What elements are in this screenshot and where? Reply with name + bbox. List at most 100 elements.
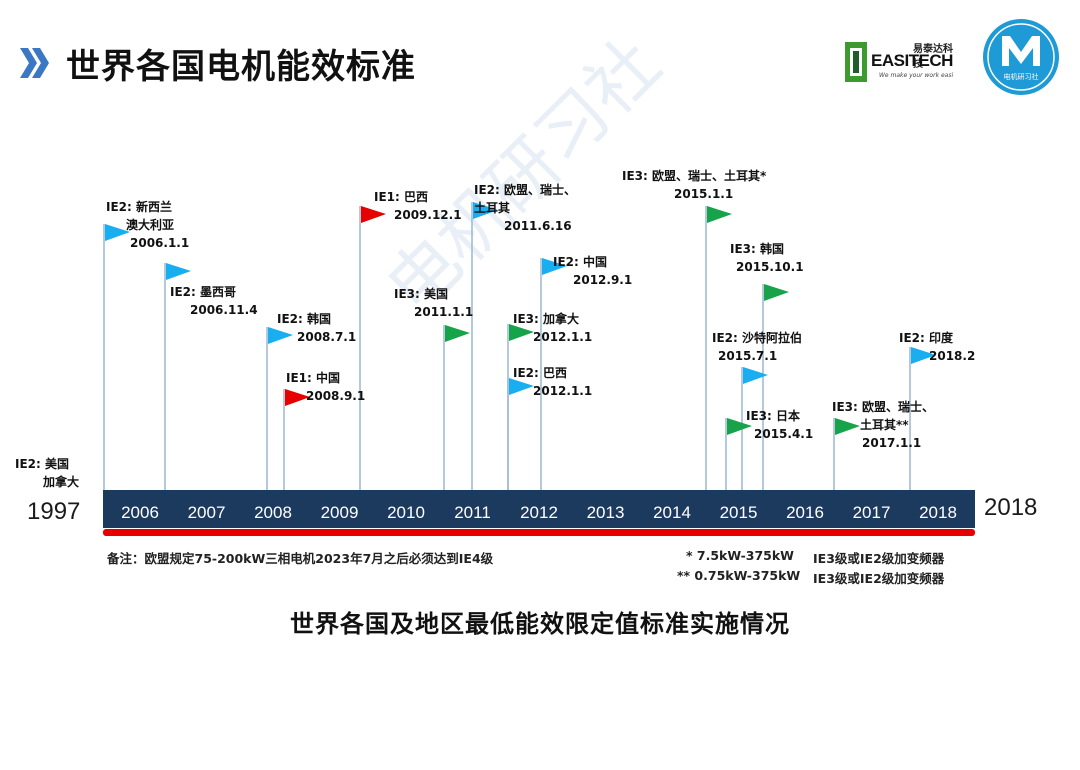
event-line: IE3: 欧盟、瑞士、 (832, 400, 934, 414)
flag-ie3-icon (764, 284, 789, 301)
event-label: IE2: 美国加拿大 (15, 455, 79, 491)
motor-club-logo-text: 电机研习社 (1003, 73, 1039, 81)
event-line: 2017.1.1 (862, 436, 922, 450)
event-line: 2015.1.1 (674, 187, 734, 201)
event-label: IE2: 巴西 2012.1.1 (513, 364, 592, 400)
event-line: IE2: 印度 (899, 331, 953, 345)
flag-ie1-icon (285, 389, 310, 406)
event-label: IE3: 加拿大 2012.1.1 (513, 310, 592, 346)
event-label: IE1: 巴西 2009.12.1 (374, 188, 462, 224)
caption: 世界各国及地区最低能效限定值标准实施情况 (290, 610, 790, 638)
event-label: IE3: 欧盟、瑞士、 土耳其** 2017.1.1 (832, 398, 934, 452)
flag-ie2-icon (743, 367, 768, 384)
event-line: 土耳其 (474, 201, 511, 215)
event-line: 2009.12.1 (394, 208, 462, 222)
event-label: IE3: 韩国 2015.10.1 (730, 240, 804, 276)
event-label: IE2: 中国 2012.9.1 (553, 253, 632, 289)
event-line: IE3: 加拿大 (513, 312, 579, 326)
year-label-2010: 2010 (387, 503, 425, 522)
easitech-mark-icon (845, 42, 867, 82)
page-title: 世界各国电机能效标准 (66, 46, 416, 87)
event-line: 土耳其** (860, 418, 909, 432)
flag-ie1-icon (361, 206, 386, 223)
year-label-2017: 2017 (853, 503, 891, 522)
event-line: 2006.1.1 (130, 236, 190, 250)
event-line: IE3: 美国 (394, 287, 448, 301)
event-label: IE2: 欧盟、瑞士、 土耳其 2011.6.16 (474, 181, 576, 235)
event-line: 2015.4.1 (754, 427, 814, 441)
event-line: 加拿大 (43, 475, 80, 489)
timeline-bar (103, 490, 975, 528)
year-label-2012: 2012 (520, 503, 558, 522)
event-line: IE3: 韩国 (730, 242, 784, 256)
timeline-start-label: 1997 (27, 498, 81, 525)
chevron-right-icon (20, 48, 49, 78)
flag-ie3-icon (727, 418, 752, 435)
event-label: IE2: 印度 2018.2 (899, 329, 975, 365)
page-header: 世界各国电机能效标准 (20, 38, 416, 88)
event-line: IE2: 中国 (553, 255, 607, 269)
flag-ie2-icon (268, 327, 293, 344)
event-line: IE2: 新西兰 (106, 200, 172, 214)
event-line: IE2: 欧盟、瑞士、 (474, 183, 576, 197)
event-label: IE2: 新西兰澳大利亚 2006.1.1 (106, 198, 189, 252)
timeline-end-label: 2018 (984, 494, 1038, 521)
event-line: IE2: 巴西 (513, 366, 567, 380)
event-label: IE2: 沙特阿拉伯 2015.7.1 (712, 329, 802, 365)
event-label: IE3: 日本 2015.4.1 (746, 407, 813, 443)
flag-ie2-icon (542, 258, 567, 275)
year-label-2009: 2009 (321, 503, 359, 522)
event-line: IE2: 韩国 (277, 312, 331, 326)
event-label: IE1: 中国 2008.9.1 (286, 369, 365, 405)
event-line: 2012.9.1 (573, 273, 633, 287)
motor-club-logo-icon (983, 19, 1059, 95)
timeline-red-line (103, 529, 975, 536)
event-label: IE3: 欧盟、瑞士、土耳其* 2015.1.1 (622, 167, 766, 203)
event-line: 2008.9.1 (306, 389, 366, 403)
flag-ie3-icon (707, 206, 732, 223)
event-label: IE2: 韩国 2008.7.1 (277, 310, 356, 346)
motor-club-logo: 电机研习社 (982, 18, 1060, 96)
year-label-2008: 2008 (254, 503, 292, 522)
year-label-2014: 2014 (653, 503, 691, 522)
flag-ie3-icon (509, 324, 534, 341)
event-line: 2011.1.1 (414, 305, 474, 319)
flag-ie3-icon (835, 418, 860, 435)
event-line: 2006.11.4 (190, 303, 258, 317)
note-mark-single: * 7.5kW-375kW (686, 548, 794, 563)
event-line: IE1: 中国 (286, 371, 340, 385)
year-label-2013: 2013 (587, 503, 625, 522)
event-line: IE2: 墨西哥 (170, 285, 236, 299)
note-text-double: IE3级或IE2级加变频器 (813, 571, 945, 586)
event-line: 澳大利亚 (126, 218, 175, 232)
event-label: IE2: 墨西哥 2006.11.4 (170, 283, 258, 319)
easitech-logo: 易泰达科技 EASITECH We make your work easi (845, 40, 960, 85)
flag-ie2-icon (911, 347, 936, 364)
year-label-2011: 2011 (454, 503, 491, 522)
flag-ie2-icon (473, 202, 498, 219)
flag-ie2-icon (166, 263, 191, 280)
flag-ie2-icon (509, 378, 534, 395)
year-label-2006: 2006 (121, 503, 159, 522)
note-mark-double: ** 0.75kW-375kW (677, 568, 801, 583)
event-label: IE3: 美国 2011.1.1 (394, 285, 473, 321)
year-label-2015: 2015 (720, 503, 758, 522)
note-text-single: IE3级或IE2级加变频器 (813, 551, 945, 566)
event-line: 2008.7.1 (297, 330, 357, 344)
flag-ie2-icon (105, 224, 130, 241)
event-line: 2012.1.1 (533, 384, 593, 398)
event-line: 2012.1.1 (533, 330, 593, 344)
flag-ie3-icon (445, 325, 470, 342)
easitech-chinese-name: 易泰达科技 (913, 44, 953, 70)
event-line: 2015.7.1 (718, 349, 778, 363)
year-label-2016: 2016 (786, 503, 824, 522)
event-line: IE2: 美国 (15, 457, 69, 471)
event-line: IE2: 沙特阿拉伯 (712, 331, 802, 345)
year-label-2007: 2007 (188, 503, 226, 522)
event-line: IE3: 日本 (746, 409, 800, 423)
event-line: 2015.10.1 (736, 260, 804, 274)
event-line: IE3: 欧盟、瑞士、土耳其* (622, 169, 767, 183)
event-line: 2011.6.16 (504, 219, 572, 233)
note-ie4: 备注：欧盟规定75-200kW三相电机2023年7月之后必须达到IE4级 (107, 551, 494, 566)
